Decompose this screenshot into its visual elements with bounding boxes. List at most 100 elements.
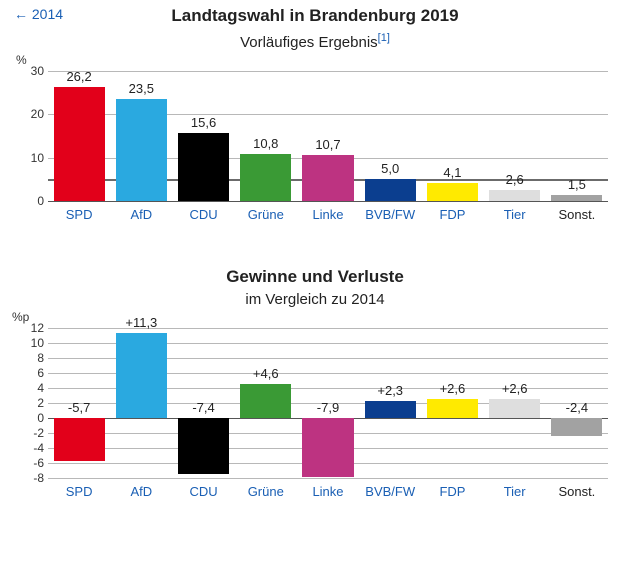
value-label: 4,1 [421,165,483,180]
xlabel[interactable]: FDP [421,207,483,222]
bar [116,99,167,201]
xlabel-link[interactable]: SPD [66,484,93,499]
xlabel[interactable]: CDU [172,484,234,499]
container: ← 2014 Landtagswahl in Brandenburg 2019 … [0,0,630,565]
ytick-label: 0 [37,194,44,208]
xlabel-link[interactable]: Grüne [248,207,284,222]
value-label: +11,3 [110,315,172,330]
ytick-label: 4 [37,381,44,395]
value-label: 2,6 [484,172,546,187]
value-label: 26,2 [48,69,110,84]
chart2-subtitle: im Vergleich zu 2014 [10,291,620,308]
bar [489,399,540,419]
ytick-label: 2 [37,396,44,410]
chart2-title: Gewinne und Verluste [10,267,620,287]
bar [178,133,229,201]
chart2: %p -8-6-4-2024681012 -5,7 +11,3 -7,4 +4,6 -7,… [10,310,620,520]
chart1-subtitle: Vorläufiges Ergebnis[1] [10,30,620,51]
chart1: % 010203026,223,515,610,810,75,04,12,61,… [10,53,620,243]
ytick-label: 30 [31,64,44,78]
xlabel[interactable]: Grüne [235,484,297,499]
xlabel-link[interactable]: Tier [504,484,526,499]
ytick-label: 12 [31,321,44,335]
ytick-label: 6 [37,366,44,380]
xlabel[interactable]: SPD [48,484,110,499]
xlabel[interactable]: BVB/FW [359,207,421,222]
xlabel[interactable]: Linke [297,484,359,499]
xlabel-link[interactable]: FDP [439,207,465,222]
back-link[interactable]: ← 2014 [14,6,63,22]
back-link-anchor[interactable]: ← 2014 [14,6,63,22]
xlabel-link[interactable]: FDP [439,484,465,499]
chart2-plot: -8-6-4-2024681012-5,7+11,3-7,4+4,6-7,9+2… [48,328,608,478]
value-label: +2,3 [359,383,421,398]
xlabel[interactable]: BVB/FW [359,484,421,499]
bar [54,87,105,201]
value-label: -7,4 [172,400,234,415]
chart1-ref-link[interactable]: [1] [378,32,390,44]
xlabel[interactable]: CDU [172,207,234,222]
xlabel[interactable]: FDP [421,484,483,499]
ytick-label: -6 [33,456,44,470]
xlabel-link[interactable]: Linke [312,207,343,222]
value-label: 5,0 [359,161,421,176]
value-label: -5,7 [48,400,110,415]
bar [489,190,540,201]
bar [54,418,105,461]
ytick-label: 10 [31,336,44,350]
chart1-title: Landtagswahl in Brandenburg 2019 [10,6,620,26]
value-label: +2,6 [484,381,546,396]
bar [551,418,602,436]
xlabel-link[interactable]: AfD [130,484,152,499]
ytick-label: -2 [33,426,44,440]
value-label: +2,6 [421,381,483,396]
chart1-plot: 010203026,223,515,610,810,75,04,12,61,5 [48,71,608,201]
gridline [48,71,608,72]
value-label: 1,5 [546,177,608,192]
xlabel[interactable]: Tier [484,484,546,499]
bar [551,195,602,202]
gridline [48,478,608,479]
xlabel-link[interactable]: Tier [504,207,526,222]
xlabel-link[interactable]: Grüne [248,484,284,499]
xlabel[interactable]: Grüne [235,207,297,222]
bar [116,333,167,418]
chart2-xlabels: SPD AfD CDU Grüne Linke BVB/FW FDP Tier Sonst. [48,484,608,504]
chart1-subtitle-text: Vorläufiges Ergebnis [240,34,378,51]
bar [427,399,478,419]
xlabel[interactable]: AfD [110,484,172,499]
value-label: 10,7 [297,137,359,152]
bar [365,401,416,418]
xlabel: Sonst. [546,207,608,222]
bar [302,155,353,201]
xlabel[interactable]: Tier [484,207,546,222]
ytick-label: 0 [37,411,44,425]
ytick-label: 10 [31,151,44,165]
value-label: -2,4 [546,400,608,415]
value-label: +4,6 [235,366,297,381]
xlabel[interactable]: AfD [110,207,172,222]
xlabel-link[interactable]: AfD [130,207,152,222]
gridline [48,201,608,202]
xlabel-link[interactable]: SPD [66,207,93,222]
value-label: -7,9 [297,400,359,415]
chart1-unit: % [16,53,27,67]
bar [240,384,291,419]
xlabel: Sonst. [546,484,608,499]
xlabel-link[interactable]: CDU [189,207,217,222]
bar [365,179,416,201]
ytick-label: -8 [33,471,44,485]
ytick-label: -4 [33,441,44,455]
chart2-unit: %p [12,310,29,324]
value-label: 23,5 [110,81,172,96]
xlabel-link[interactable]: BVB/FW [365,484,415,499]
xlabel-link[interactable]: BVB/FW [365,207,415,222]
xlabel[interactable]: Linke [297,207,359,222]
value-label: 10,8 [235,136,297,151]
ytick-label: 8 [37,351,44,365]
bar [178,418,229,474]
xlabel-link[interactable]: Linke [312,484,343,499]
chart1-xlabels: SPD AfD CDU Grüne Linke BVB/FW FDP Tier Sonst. [48,207,608,227]
xlabel-link[interactable]: CDU [189,484,217,499]
xlabel[interactable]: SPD [48,207,110,222]
